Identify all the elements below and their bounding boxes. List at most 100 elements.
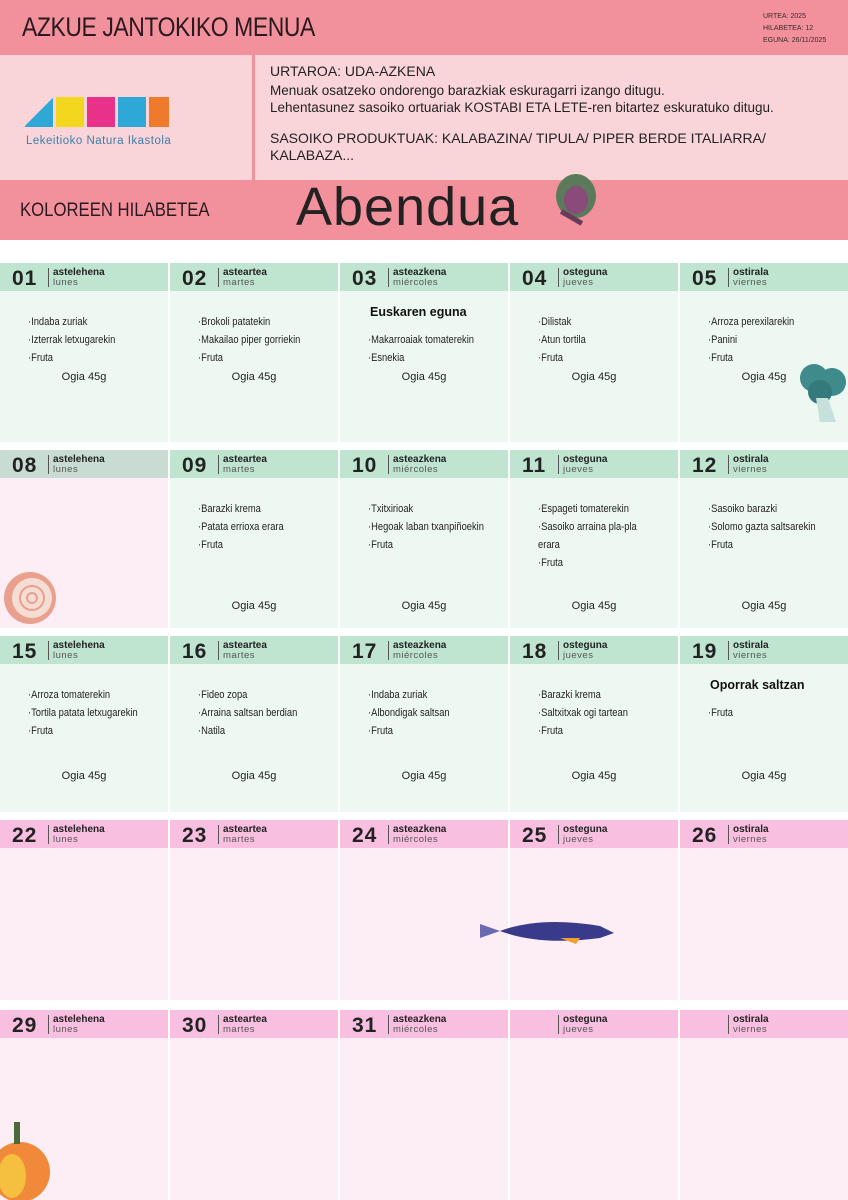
- day-cell: 15 astelehena lunes ·Arroza tomaterekin ·…: [0, 636, 168, 812]
- day-name-es: lunes: [53, 834, 79, 845]
- day-cell: 17 asteazkena miércoles ·Indaba zuriak ·A…: [340, 636, 508, 812]
- day-name-eu: asteazkena: [393, 267, 447, 278]
- menu-item: ·Fruta: [538, 557, 563, 569]
- divider: [48, 455, 49, 474]
- divider: [218, 268, 219, 287]
- divider: [388, 268, 389, 287]
- day-body: [170, 848, 338, 1000]
- day-number: 31: [352, 1014, 378, 1037]
- special-day-title: Euskaren eguna: [370, 305, 467, 319]
- day-name-es: jueves: [563, 1024, 594, 1035]
- day-number: 01: [12, 267, 38, 290]
- menu-item: ·Fruta: [198, 352, 223, 364]
- day-number: 24: [352, 824, 378, 847]
- day-name-eu: astelehena: [53, 824, 105, 835]
- menu-item: ·Fruta: [28, 725, 53, 737]
- menu-item: ·Esnekia: [368, 352, 405, 364]
- bread-note: Ogia 45g: [231, 371, 277, 383]
- day-name-eu: osteguna: [563, 267, 608, 278]
- day-header: 31 asteazkena miércoles: [340, 1010, 508, 1038]
- day-header: 19 ostirala viernes: [680, 636, 848, 664]
- day-name-eu: astelehena: [53, 640, 105, 651]
- menu-items: ·Fruta: [708, 704, 733, 722]
- divider: [388, 825, 389, 844]
- day-number: 09: [182, 454, 208, 477]
- day-header: 15 astelehena lunes: [0, 636, 168, 664]
- day-cell: 01 astelehena lunes ·Indaba zuriak ·Izter…: [0, 263, 168, 442]
- menu-items: ·Makarroaiak tomaterekin ·Esnekia: [368, 331, 474, 367]
- day-body: ·Fideo zopa ·Arraina saltsan berdian ·Nati…: [170, 664, 338, 812]
- day-name-eu: asteartea: [223, 267, 267, 278]
- menu-items: ·Brokoli patatekin ·Makailao piper gorrie…: [198, 313, 300, 367]
- bread-note: Ogia 45g: [571, 600, 617, 612]
- menu-item: ·Fruta: [538, 352, 563, 364]
- day-number: 16: [182, 640, 208, 663]
- day-name-es: miércoles: [393, 650, 439, 661]
- logo: Lekeitioko Natura Ikastola: [0, 55, 255, 180]
- day-name-es: jueves: [563, 277, 594, 288]
- day-number: 26: [692, 824, 718, 847]
- menu-items: ·Barazki krema ·Patata errioxa erara ·Frut…: [198, 500, 284, 554]
- day-name-es: martes: [223, 650, 256, 661]
- day-cell: 03 asteazkena miércoles Euskaren eguna ·M…: [340, 263, 508, 442]
- day-header: 04 osteguna jueves: [510, 263, 678, 291]
- day-body: [170, 1038, 338, 1200]
- bread-note: Ogia 45g: [61, 770, 107, 782]
- menu-item: ·Makailao piper gorriekin: [198, 334, 301, 346]
- day-cell: 24 asteazkena miércoles: [340, 820, 508, 1000]
- day-name-eu: asteazkena: [393, 1014, 447, 1025]
- menu-item: ·Barazki krema: [538, 689, 601, 701]
- onion-icon: [4, 572, 56, 624]
- day-name-es: martes: [223, 464, 256, 475]
- day-body: ·Arroza tomaterekin ·Tortila patata letxu…: [0, 664, 168, 812]
- day-name-eu: osteguna: [563, 1014, 608, 1025]
- day-name-eu: astelehena: [53, 267, 105, 278]
- divider: [218, 455, 219, 474]
- day-header: 26 ostirala viernes: [680, 820, 848, 848]
- day-body: ·Brokoli patatekin ·Makailao piper gorrie…: [170, 291, 338, 442]
- day-number: 05: [692, 267, 718, 290]
- day-name-es: miércoles: [393, 277, 439, 288]
- meta-date: EGUNA: 26/11/2025: [763, 37, 827, 44]
- divider: [558, 825, 559, 844]
- menu-item: ·Fruta: [198, 539, 223, 551]
- menu-items: ·Indaba zuriak ·Izterrak letxugarekin ·Fru…: [28, 313, 115, 367]
- divider: [48, 268, 49, 287]
- day-name-eu: osteguna: [563, 454, 608, 465]
- month-title: Abendua: [296, 177, 520, 237]
- menu-items: ·Barazki krema ·Saltxitxak ogi tartean ·Fr…: [538, 686, 628, 740]
- day-number: 30: [182, 1014, 208, 1037]
- top-header: AZKUE JANTOKIKO MENUA URTEA: 2025 HILABE…: [0, 0, 848, 55]
- day-cell: 22 astelehena lunes: [0, 820, 168, 1000]
- menu-item: ·Fruta: [708, 352, 733, 364]
- day-body: ·Barazki krema ·Patata errioxa erara ·Frut…: [170, 478, 338, 628]
- month-banner: KOLOREEN HILABETEA Abendua: [0, 177, 848, 240]
- day-cell: 19 ostirala viernes Oporrak saltzan ·Frut…: [680, 636, 848, 812]
- day-name-es: martes: [223, 277, 256, 288]
- divider: [388, 455, 389, 474]
- divider: [728, 825, 729, 844]
- info-line: Menuak osatzeko ondorengo barazkiak esku…: [270, 83, 665, 98]
- day-name-es: lunes: [53, 464, 79, 475]
- menu-item: erara: [538, 539, 560, 551]
- day-name-eu: osteguna: [563, 640, 608, 651]
- day-cell: 04 osteguna jueves ·Dilistak ·Atun tortil…: [510, 263, 678, 442]
- divider: [218, 1015, 219, 1034]
- day-name-es: miércoles: [393, 834, 439, 845]
- day-body: [340, 1038, 508, 1200]
- menu-item: ·Fruta: [28, 352, 53, 364]
- menu-item: ·Natila: [198, 725, 226, 737]
- day-header: 22 astelehena lunes: [0, 820, 168, 848]
- menu-item: ·Espageti tomaterekin: [538, 503, 629, 515]
- day-name-eu: asteartea: [223, 1014, 267, 1025]
- day-name-eu: asteartea: [223, 454, 267, 465]
- day-name-es: viernes: [733, 464, 768, 475]
- menu-items: ·Indaba zuriak ·Albondigak saltsan ·Fruta: [368, 686, 450, 740]
- day-name-eu: asteartea: [223, 824, 267, 835]
- divider: [48, 641, 49, 660]
- day-number: 18: [522, 640, 548, 663]
- menu-items: ·Fideo zopa ·Arraina saltsan berdian ·Nati…: [198, 686, 297, 740]
- day-name-es: martes: [223, 1024, 256, 1035]
- bread-note: Ogia 45g: [401, 600, 447, 612]
- day-body: [510, 1038, 678, 1200]
